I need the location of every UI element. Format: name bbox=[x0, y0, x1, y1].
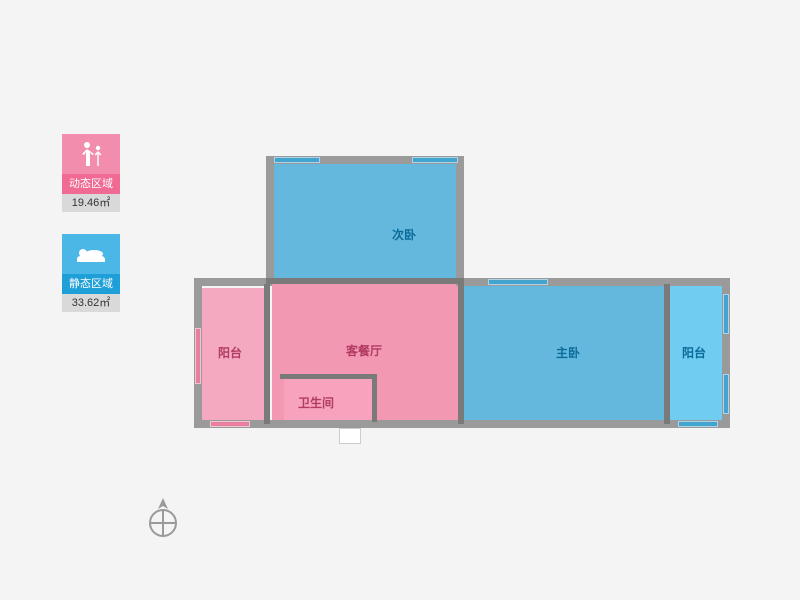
compass-icon bbox=[145, 495, 181, 541]
room-label-secondary-bedroom: 次卧 bbox=[392, 226, 416, 243]
door bbox=[339, 428, 361, 444]
legend-dynamic-label: 动态区域 bbox=[62, 174, 120, 194]
floorplan: 次卧阳台 客餐厅卫生间 主卧 阳台 bbox=[188, 156, 733, 446]
inner-wall bbox=[264, 284, 270, 424]
window bbox=[195, 328, 201, 384]
inner-wall bbox=[266, 278, 464, 284]
window bbox=[723, 374, 729, 414]
window bbox=[412, 157, 458, 163]
inner-wall bbox=[372, 374, 377, 422]
legend-dynamic: 动态区域 19.46㎡ bbox=[62, 134, 120, 212]
room-label-balcony-left: 阳台 bbox=[218, 344, 242, 361]
inner-wall bbox=[458, 284, 464, 424]
room-label-balcony-right: 阳台 bbox=[682, 344, 706, 361]
room-secondary-bedroom bbox=[272, 162, 458, 278]
legend-static-value: 33.62㎡ bbox=[62, 294, 120, 312]
legend: 动态区域 19.46㎡ 静态区域 33.62㎡ bbox=[62, 134, 120, 334]
legend-dynamic-value: 19.46㎡ bbox=[62, 194, 120, 212]
outer-wall bbox=[266, 156, 274, 282]
window bbox=[678, 421, 718, 427]
room-label-bathroom: 卫生间 bbox=[298, 394, 334, 411]
window bbox=[488, 279, 548, 285]
room-label-living-dining: 客餐厅 bbox=[346, 342, 382, 359]
window bbox=[723, 294, 729, 334]
legend-static-label: 静态区域 bbox=[62, 274, 120, 294]
room-label-master-bedroom: 主卧 bbox=[556, 344, 580, 361]
people-icon bbox=[62, 134, 120, 174]
outer-wall bbox=[456, 156, 464, 282]
inner-wall bbox=[280, 374, 376, 379]
inner-wall bbox=[664, 284, 670, 424]
outer-wall bbox=[194, 278, 272, 286]
sleep-icon bbox=[62, 234, 120, 274]
legend-static: 静态区域 33.62㎡ bbox=[62, 234, 120, 312]
window bbox=[210, 421, 250, 427]
window bbox=[274, 157, 320, 163]
